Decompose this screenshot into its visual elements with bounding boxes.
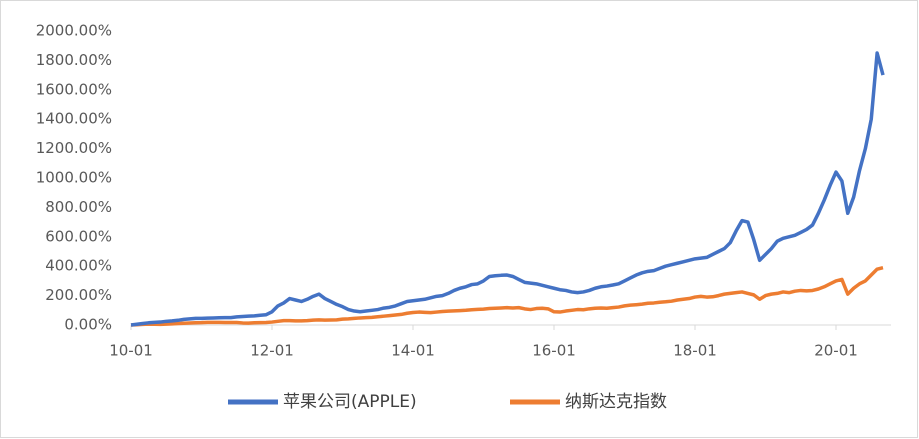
y-tick-label: 400.00% — [45, 257, 112, 275]
x-tick-label: 12-01 — [250, 342, 294, 360]
y-tick-label: 800.00% — [45, 198, 112, 216]
legend-label: 纳斯达克指数 — [565, 392, 667, 412]
x-tick-label: 20-01 — [814, 342, 858, 360]
legend: 苹果公司(APPLE) 纳斯达克指数 — [228, 392, 667, 412]
x-tick-label: 10-01 — [109, 342, 153, 360]
x-tick-label: 16-01 — [532, 342, 576, 360]
y-tick-label: 0.00% — [64, 316, 112, 334]
series-line — [130, 51, 885, 327]
y-tick-label: 1800.00% — [36, 51, 112, 69]
legend-label: 苹果公司(APPLE) — [283, 392, 417, 412]
y-tick-label: 1400.00% — [36, 110, 112, 128]
y-tick-label: 2000.00% — [36, 22, 112, 40]
x-tick-label: 18-01 — [673, 342, 717, 360]
x-tick-label: 14-01 — [391, 342, 435, 360]
y-tick-label: 1200.00% — [36, 139, 112, 157]
y-tick-label: 200.00% — [45, 286, 112, 304]
series-line — [130, 265, 884, 327]
y-tick-label: 1000.00% — [36, 169, 112, 187]
y-tick-label: 1600.00% — [36, 80, 112, 98]
y-tick-label: 600.00% — [45, 227, 112, 245]
